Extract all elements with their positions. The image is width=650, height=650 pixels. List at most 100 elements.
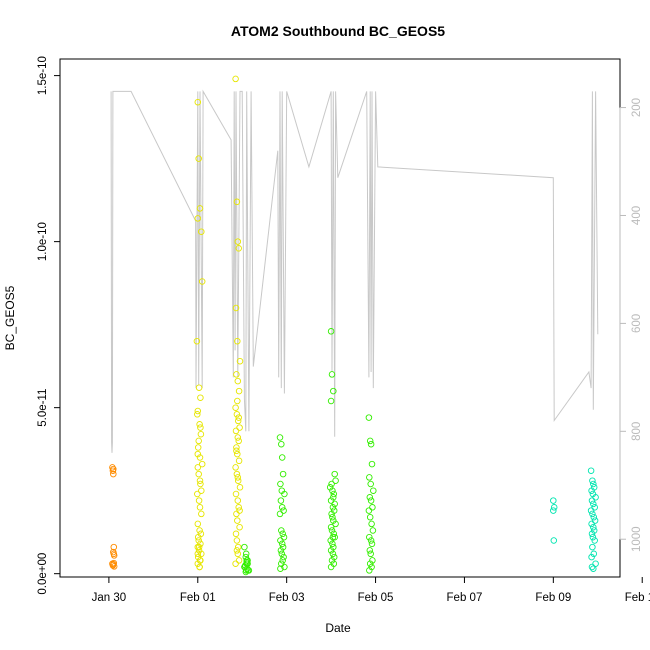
plot-frame xyxy=(59,58,621,578)
data-point xyxy=(232,427,240,435)
data-point xyxy=(590,513,598,521)
data-point xyxy=(588,497,596,504)
y-tick-label: 5.0e-11 xyxy=(37,389,49,427)
data-point xyxy=(234,450,241,458)
data-point xyxy=(368,520,375,528)
y-axis: 0.0e+00 5.0e-11 1.0e-10 1.5e-10 xyxy=(37,56,60,595)
data-point xyxy=(244,557,251,564)
data-point xyxy=(330,387,337,395)
data-point xyxy=(332,520,339,528)
data-point xyxy=(331,500,338,508)
data-point xyxy=(367,537,375,544)
data-point xyxy=(279,557,286,564)
data-point xyxy=(278,527,285,534)
data-point xyxy=(277,497,285,504)
data-point xyxy=(330,517,337,524)
data-point xyxy=(329,504,337,511)
data-point xyxy=(328,510,335,518)
data-point xyxy=(589,477,596,484)
points-layer xyxy=(109,75,599,576)
data-point xyxy=(367,550,374,558)
y2-tick-label: 800 xyxy=(631,422,643,441)
data-point xyxy=(366,437,374,445)
data-point xyxy=(232,464,239,471)
data-point xyxy=(110,470,117,478)
data-point xyxy=(331,533,338,541)
x-axis: Jan 30 Feb 01 Feb 03 Feb 05 Feb 07 Feb 09 Feb … xyxy=(92,577,650,604)
data-point xyxy=(245,567,253,574)
data-point xyxy=(587,507,595,514)
data-point xyxy=(233,371,240,378)
data-point xyxy=(590,500,597,508)
data-point xyxy=(369,504,376,511)
data-point xyxy=(329,487,336,494)
data-point xyxy=(587,467,595,474)
data-point xyxy=(234,417,242,425)
data-point xyxy=(550,504,558,511)
data-point xyxy=(590,527,598,534)
data-point xyxy=(331,470,338,478)
data-point xyxy=(232,530,240,538)
x-tick-label: Feb 05 xyxy=(358,592,394,604)
data-point xyxy=(198,460,206,468)
y2-tick-label: 400 xyxy=(631,206,643,225)
data-point xyxy=(194,215,202,222)
data-point xyxy=(588,487,595,494)
data-point xyxy=(194,98,202,106)
data-point xyxy=(195,470,202,478)
x-tick-label: Feb 03 xyxy=(269,592,305,604)
data-point xyxy=(588,520,595,528)
data-point xyxy=(193,337,201,345)
data-point xyxy=(281,490,288,498)
data-point xyxy=(590,565,597,572)
data-point xyxy=(234,477,242,484)
data-point xyxy=(233,444,240,451)
data-point xyxy=(329,550,337,558)
data-point xyxy=(233,547,241,554)
data-point xyxy=(278,540,286,548)
data-point xyxy=(197,394,204,401)
x-tick-label: Jan 30 xyxy=(92,592,127,604)
data-point xyxy=(280,533,288,541)
data-point xyxy=(197,424,204,431)
x-tick-label: Feb 01 xyxy=(180,592,216,604)
data-point xyxy=(327,563,335,571)
data-point xyxy=(327,328,335,335)
data-point xyxy=(234,337,241,345)
data-point xyxy=(367,440,375,448)
data-point xyxy=(232,490,240,498)
data-point xyxy=(242,553,250,561)
data-point xyxy=(236,523,243,531)
y2-tick-label: 1000 xyxy=(631,526,643,552)
data-point xyxy=(241,563,248,571)
data-point xyxy=(550,537,558,544)
data-point xyxy=(235,414,242,421)
data-point xyxy=(195,497,203,504)
data-point xyxy=(369,557,376,564)
data-point xyxy=(279,530,286,538)
data-point xyxy=(196,477,204,484)
data-point xyxy=(194,520,202,528)
pressure-track-layer xyxy=(110,89,599,453)
data-point xyxy=(276,510,284,518)
data-point xyxy=(328,557,336,564)
data-point xyxy=(368,460,376,468)
data-point xyxy=(235,557,243,564)
data-point xyxy=(279,470,287,478)
data-point xyxy=(366,567,373,574)
data-point xyxy=(277,565,284,572)
data-point xyxy=(196,421,203,428)
data-point xyxy=(194,533,202,541)
data-point xyxy=(196,454,204,461)
data-point xyxy=(110,465,117,473)
data-point xyxy=(196,504,204,511)
data-point xyxy=(234,377,242,385)
data-point xyxy=(235,504,242,511)
data-point xyxy=(233,411,241,418)
data-point xyxy=(194,550,202,558)
data-point xyxy=(195,537,202,544)
data-point xyxy=(370,487,377,494)
data-point xyxy=(588,530,596,538)
data-point xyxy=(235,437,242,445)
data-point xyxy=(368,540,376,548)
